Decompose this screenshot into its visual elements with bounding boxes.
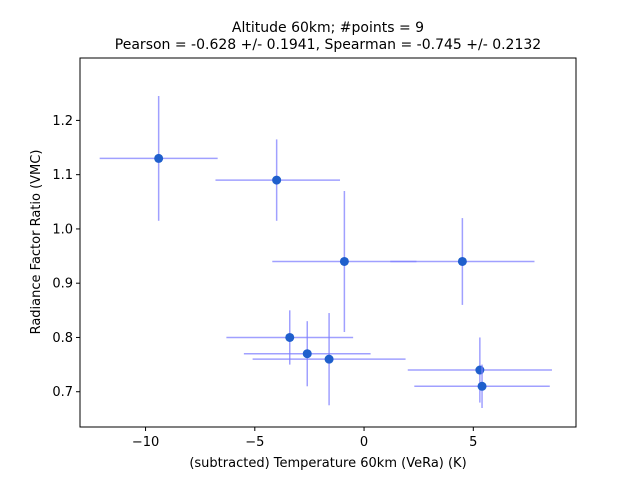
data-point-1 [99, 95, 218, 221]
chart-title-line2: Pearson = -0.628 +/- 0.1941, Spearman = … [115, 37, 541, 53]
x-axis-ticks: −10 −5 0 5 [132, 427, 477, 450]
plot-area [99, 95, 552, 409]
x-tick-label: −5 [245, 435, 264, 450]
scatter-marker [285, 332, 295, 342]
y-tick-label: 1.2 [52, 114, 73, 129]
axes-frame [79, 57, 577, 428]
data-point-6 [243, 321, 371, 387]
scatter-marker [477, 381, 487, 391]
y-axis-ticks: 0.7 0.8 0.9 1.0 1.1 1.2 [52, 114, 80, 400]
chart-title-line1: Altitude 60km; #points = 9 [232, 20, 424, 36]
scatter-marker [324, 354, 334, 364]
x-axis-label: (subtracted) Temperature 60km (VeRa) (K) [189, 456, 466, 471]
y-tick-label: 1.0 [52, 222, 73, 237]
data-point-7 [252, 313, 406, 406]
x-tick-label: 0 [360, 435, 368, 450]
data-point-9 [414, 364, 550, 409]
scatter-marker [302, 349, 312, 359]
y-tick-label: 0.7 [52, 385, 73, 400]
scatter-marker [154, 153, 164, 163]
data-point-4 [390, 218, 535, 305]
y-tick-label: 0.9 [52, 277, 73, 292]
scatter-marker [475, 365, 485, 375]
y-axis-label: Radiance Factor Ratio (VMC) [29, 150, 44, 335]
scatter-marker [272, 175, 282, 185]
scatter-marker [457, 256, 467, 266]
scatter-marker [339, 256, 349, 266]
data-point-2 [215, 139, 341, 221]
x-tick-label: −10 [132, 435, 159, 450]
y-tick-label: 0.8 [52, 331, 73, 346]
x-tick-label: 5 [469, 435, 477, 450]
y-tick-label: 1.1 [52, 168, 73, 183]
data-point-5 [226, 310, 354, 365]
